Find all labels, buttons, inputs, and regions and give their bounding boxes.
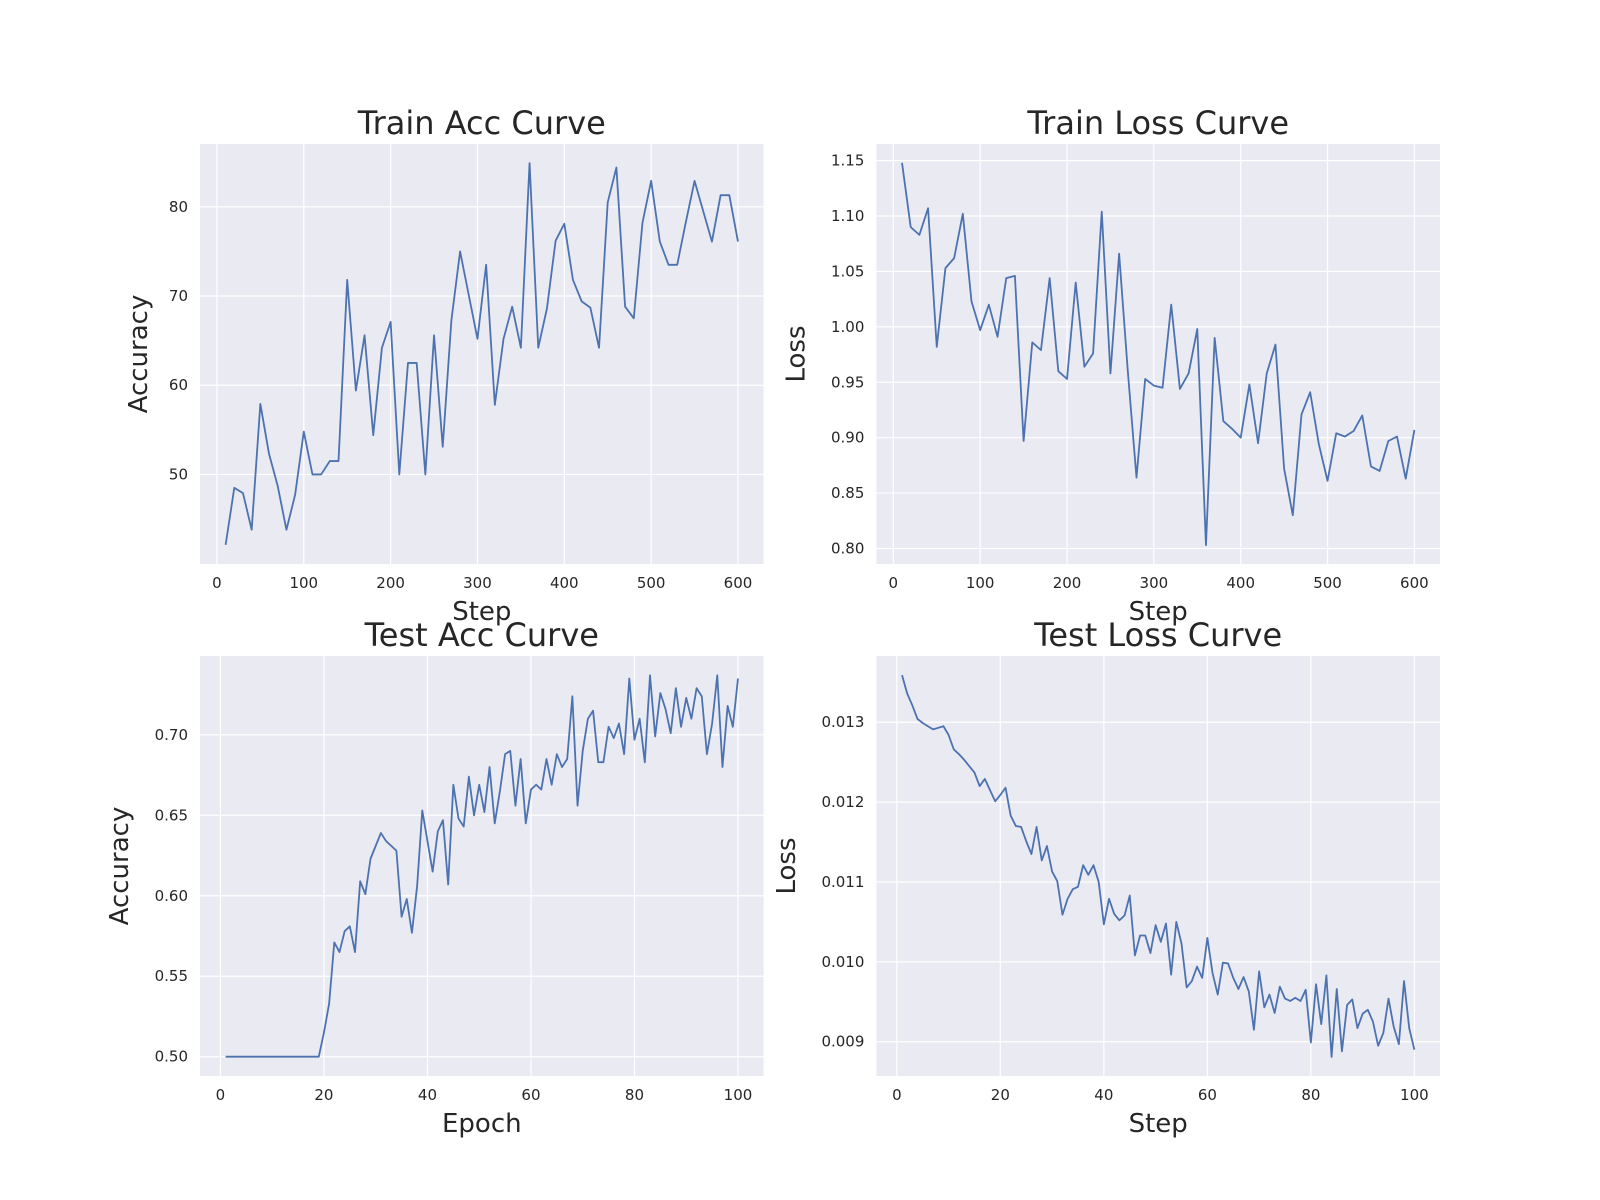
plot-area (876, 656, 1440, 1076)
x-tick-label: 100 (1400, 1086, 1429, 1104)
chart-title: Test Loss Curve (1033, 616, 1282, 654)
y-axis-label: Accuracy (105, 807, 135, 926)
data-line (901, 674, 1416, 1058)
y-axis-label: Accuracy (124, 295, 154, 414)
x-axis-label: Step (1129, 1109, 1188, 1139)
y-tick-label: 1.00 (831, 318, 864, 336)
y-tick-label: 70 (169, 287, 188, 305)
y-tick-label: 0.013 (821, 713, 864, 731)
y-tick-label: 0.95 (831, 373, 864, 391)
x-tick-label: 500 (1313, 574, 1342, 592)
x-axis-label: Step (1129, 597, 1188, 627)
x-tick-label: 200 (376, 574, 405, 592)
x-tick-label: 20 (991, 1086, 1010, 1104)
chart-title: Train Acc Curve (357, 104, 606, 142)
x-tick-label: 0 (892, 1086, 902, 1104)
y-axis-label: Loss (781, 325, 811, 382)
y-tick-label: 0.50 (155, 1048, 188, 1066)
x-tick-label: 400 (1226, 574, 1255, 592)
x-tick-label: 20 (314, 1086, 333, 1104)
x-tick-label: 600 (724, 574, 753, 592)
y-tick-label: 0.009 (821, 1033, 864, 1051)
y-axis-label: Loss (772, 837, 802, 894)
y-tick-label: 0.90 (831, 429, 864, 447)
y-tick-label: 0.85 (831, 484, 864, 502)
x-tick-label: 100 (966, 574, 995, 592)
chart-title: Train Loss Curve (1026, 104, 1289, 142)
y-tick-label: 0.010 (821, 953, 864, 971)
y-tick-label: 0.70 (155, 726, 188, 744)
x-tick-label: 500 (637, 574, 666, 592)
data-line (901, 162, 1416, 547)
x-tick-label: 200 (1053, 574, 1082, 592)
y-tick-label: 0.012 (821, 793, 864, 811)
y-tick-label: 1.05 (831, 262, 864, 280)
y-tick-label: 0.80 (831, 539, 864, 557)
x-tick-label: 80 (625, 1086, 644, 1104)
y-tick-label: 0.011 (821, 873, 864, 891)
y-tick-label: 0.55 (155, 967, 188, 985)
y-tick-label: 60 (169, 376, 188, 394)
y-tick-label: 1.15 (831, 152, 864, 170)
x-tick-label: 600 (1400, 574, 1429, 592)
x-tick-label: 100 (724, 1086, 753, 1104)
y-tick-label: 0.65 (155, 806, 188, 824)
y-tick-label: 0.60 (155, 887, 188, 905)
plot-area (876, 144, 1440, 564)
x-tick-label: 300 (463, 574, 492, 592)
x-tick-label: 0 (216, 1086, 226, 1104)
x-tick-label: 300 (1140, 574, 1169, 592)
x-tick-label: 0 (889, 574, 899, 592)
x-tick-label: 0 (212, 574, 222, 592)
data-line (225, 674, 739, 1058)
plot-area (200, 656, 764, 1076)
plot-area (200, 144, 764, 564)
x-tick-label: 40 (1094, 1086, 1113, 1104)
x-tick-label: 60 (521, 1086, 540, 1104)
x-tick-label: 80 (1301, 1086, 1320, 1104)
chart-title: Test Acc Curve (364, 616, 599, 654)
y-tick-label: 1.10 (831, 207, 864, 225)
x-tick-label: 60 (1198, 1086, 1217, 1104)
y-tick-label: 80 (169, 198, 188, 216)
x-tick-label: 100 (289, 574, 318, 592)
y-tick-label: 50 (169, 465, 188, 483)
x-tick-label: 40 (418, 1086, 437, 1104)
x-tick-label: 400 (550, 574, 579, 592)
data-line (224, 162, 739, 546)
x-axis-label: Step (452, 597, 511, 627)
x-axis-label: Epoch (442, 1109, 522, 1139)
